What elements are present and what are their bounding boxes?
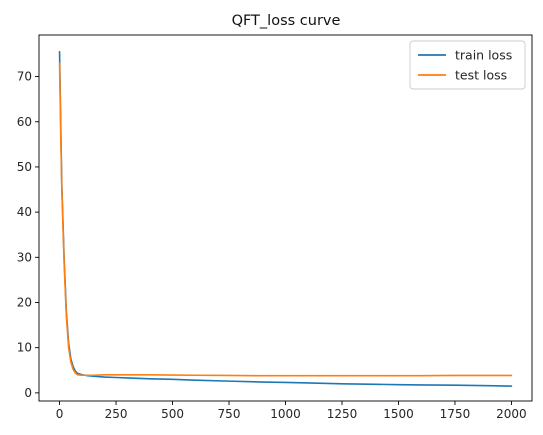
plot-area xyxy=(38,34,533,402)
x-tick-label: 250 xyxy=(105,407,128,421)
chart-title: QFT_loss curve xyxy=(232,13,341,29)
legend-label-train-loss: train loss xyxy=(455,48,512,63)
x-tick-label: 750 xyxy=(218,407,241,421)
y-tick-label: 40 xyxy=(17,205,32,219)
x-tick-label: 1500 xyxy=(383,407,414,421)
x-axis: 0 250 500 750 1000 1250 1500 1750 2000 xyxy=(56,401,527,421)
y-tick-label: 50 xyxy=(17,160,32,174)
y-tick-label: 60 xyxy=(17,115,32,129)
y-axis: 0 10 20 30 40 50 60 70 xyxy=(17,70,39,400)
legend-label-test-loss: test loss xyxy=(455,68,507,83)
x-tick-label: 1750 xyxy=(440,407,471,421)
x-tick-label: 2000 xyxy=(496,407,527,421)
legend: train loss test loss xyxy=(409,40,526,90)
x-tick-label: 1000 xyxy=(270,407,301,421)
y-tick-label: 20 xyxy=(17,295,32,309)
legend-box xyxy=(409,40,526,90)
x-tick-label: 0 xyxy=(56,407,64,421)
y-tick-label: 30 xyxy=(17,250,32,264)
plot-frame xyxy=(38,34,533,402)
series-line-train-loss xyxy=(58,50,513,387)
x-tick-label: 1250 xyxy=(327,407,358,421)
y-tick-label: 0 xyxy=(24,386,32,400)
x-tick-label: 500 xyxy=(161,407,184,421)
series-line-test-loss xyxy=(58,62,513,377)
y-tick-label: 70 xyxy=(17,70,32,84)
y-tick-label: 10 xyxy=(17,341,32,355)
